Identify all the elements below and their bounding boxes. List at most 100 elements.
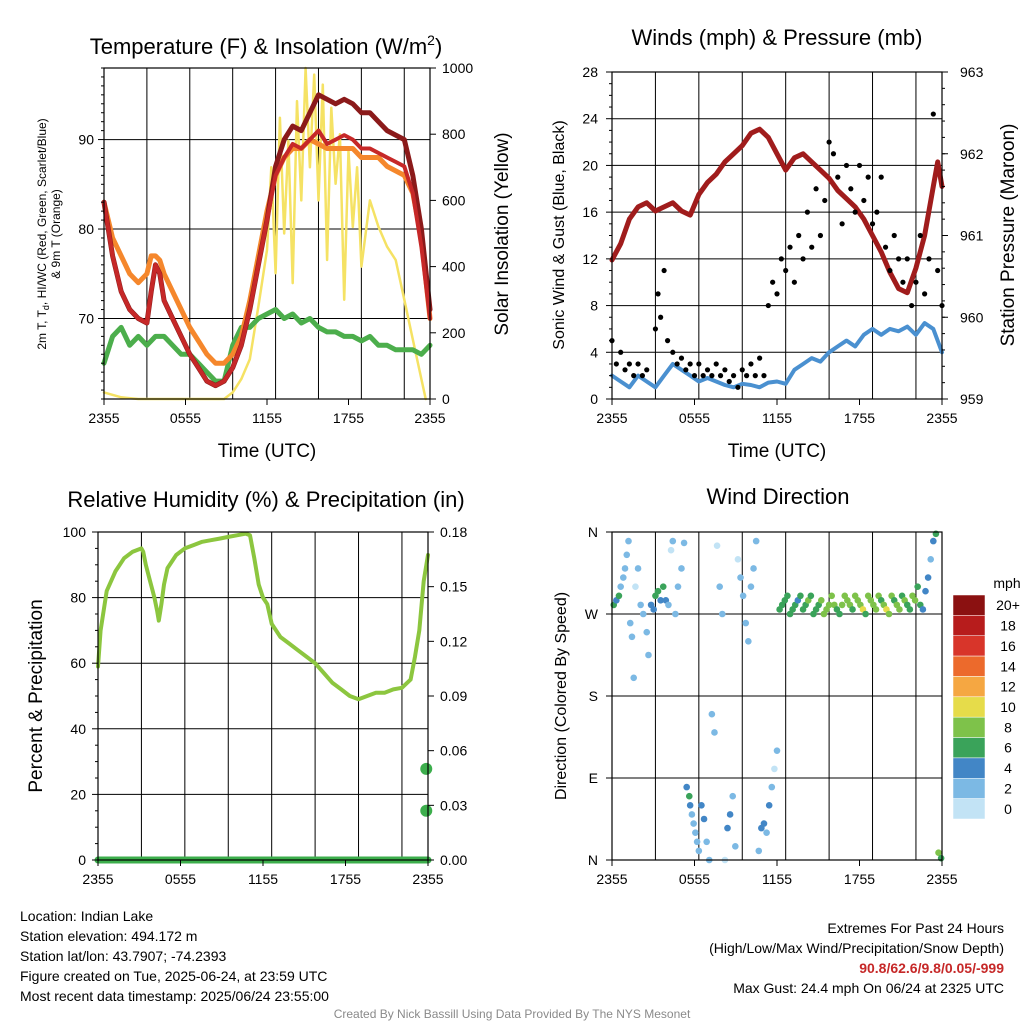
gust-point-40 — [783, 267, 789, 274]
colorbar-swatch-18 — [952, 615, 986, 636]
direction-point-119 — [906, 606, 914, 613]
precip-point-1 — [420, 804, 433, 817]
direction-point-102 — [862, 610, 869, 618]
station-info: Location: Indian Lake Station elevation:… — [20, 906, 329, 1006]
dewpoint-line — [101, 307, 433, 384]
gust-point-9 — [652, 326, 659, 332]
direction-point-68 — [773, 747, 781, 754]
direction-point-46 — [716, 583, 723, 590]
direction-point-124 — [919, 606, 927, 613]
direction-point-44 — [711, 729, 718, 736]
dir-ytick-label-0: N — [588, 852, 598, 868]
temp-ytick-label-0: 70 — [78, 310, 94, 326]
wind-ytick-label-2: 8 — [590, 298, 598, 314]
pressure-ytick-label-2: 961 — [960, 228, 984, 244]
direction-point-2 — [615, 592, 623, 600]
rh-xtick-label-2: 1155 — [248, 871, 278, 887]
gust-point-43 — [796, 232, 802, 239]
direction-point-12 — [634, 565, 642, 572]
gust-point-29 — [735, 384, 741, 390]
elevation-text: Station elevation: 494.172 m — [20, 928, 198, 944]
wind-ytick-label-7: 28 — [582, 64, 598, 80]
colorbar-label-8: 8 — [1004, 719, 1012, 735]
gust-point-75 — [935, 267, 941, 274]
direction-point-26 — [669, 537, 677, 545]
direction-point-106 — [872, 606, 880, 613]
dir-ytick-label-2: S — [589, 688, 598, 704]
direction-point-126 — [924, 574, 932, 581]
direction-point-27 — [672, 610, 679, 618]
direction-point-89 — [828, 592, 836, 600]
gust-point-34 — [757, 355, 763, 361]
gust-point-36 — [765, 302, 771, 309]
temperature-panel: Temperature (F) & Insolation (W/m2) 70 80… — [35, 32, 513, 462]
relative-humidity-line — [96, 531, 430, 702]
colorbar-swatch-2 — [952, 778, 986, 799]
gust-point-11 — [658, 314, 664, 320]
winds-ylabel-left: Sonic Wind & Gust (Blue, Black) — [551, 120, 568, 349]
gust-point-60 — [869, 221, 876, 227]
wind-xtick-label-0: 2355 — [596, 410, 627, 426]
temperature-xlabel: Time (UTC) — [218, 441, 317, 462]
direction-point-11 — [632, 583, 639, 590]
winds-xlabel: Time (UTC) — [728, 441, 827, 462]
rh-xtick-label-3: 1755 — [330, 871, 361, 887]
direction-point-21 — [657, 597, 664, 604]
wind-ytick-label-1: 4 — [590, 344, 598, 360]
direction-point-5 — [621, 565, 629, 572]
direction-point-8 — [626, 619, 634, 627]
direction-point-61 — [755, 847, 763, 855]
gust-point-69 — [909, 302, 915, 309]
colorbar-label-4: 4 — [1004, 760, 1012, 776]
gust-point-10 — [655, 291, 661, 297]
direction-point-15 — [643, 628, 651, 636]
direction-point-63 — [760, 820, 768, 827]
wind-ytick-label-6: 24 — [582, 111, 598, 127]
winds-panel-title: Winds (mph) & Pressure (mb) — [632, 25, 923, 50]
gust-point-24 — [713, 361, 719, 367]
wind-ytick-label-0: 0 — [590, 391, 598, 407]
extremes-subtitle: (High/Low/Max Wind/Precipitation/Snow De… — [709, 940, 1004, 956]
direction-point-31 — [683, 783, 690, 791]
gust-point-74 — [930, 111, 936, 117]
gust-point-63 — [882, 244, 889, 250]
dir-xtick-label-4: 2355 — [926, 871, 957, 887]
credit-text: Created By Nick Bassill Using Data Provi… — [333, 1007, 691, 1021]
gust-point-58 — [861, 197, 867, 204]
dir-ytick-label-4: N — [588, 524, 598, 540]
created-text: Figure created on Tue, 2025-06-24, at 23… — [20, 968, 328, 984]
rh-ytick-label-1: 20 — [70, 786, 86, 802]
winds-panel: Winds (mph) & Pressure (mb) 0 4 8 12 16 20 24 2… — [551, 25, 1019, 462]
rh-xtick-label-4: 2355 — [412, 871, 443, 887]
gust-point-8 — [644, 367, 650, 373]
direction-point-127 — [927, 556, 935, 563]
temp-xtick-label-1: 0555 — [170, 410, 201, 426]
gust-point-19 — [691, 373, 698, 379]
colorbar-label-6: 6 — [1004, 740, 1012, 756]
direction-point-56 — [742, 619, 750, 627]
direction-point-10 — [630, 674, 638, 682]
direction-point-115 — [896, 606, 903, 613]
gust-point-42 — [791, 279, 797, 285]
temperature-ylabel-line2: & 9m T (Orange) — [49, 189, 63, 279]
colorbar-label-10: 10 — [1000, 699, 1016, 715]
gust-point-45 — [804, 209, 810, 215]
direction-point-41 — [703, 838, 710, 846]
direction-point-55 — [739, 592, 747, 600]
direction-point-43 — [708, 710, 716, 718]
latlon-text: Station lat/lon: 43.7907; -74.2393 — [20, 948, 227, 964]
colorbar: 20+ 18 16 14 12 10 8 6 4 2 0 — [952, 594, 1020, 820]
direction-point-13 — [637, 601, 644, 609]
wind-ytick-label-4: 16 — [582, 204, 598, 220]
temp-xtick-label-3: 1755 — [333, 410, 364, 426]
direction-point-65 — [765, 802, 773, 809]
gust-point-50 — [826, 139, 832, 145]
rh-ytick-label-0: 0 — [78, 852, 86, 868]
gust-point-37 — [770, 279, 776, 285]
direction-point-57 — [745, 638, 752, 645]
gust-point-61 — [874, 209, 880, 215]
colorbar-label-16: 16 — [1000, 638, 1016, 654]
direction-point-16 — [645, 651, 652, 659]
gust-point-57 — [856, 162, 863, 169]
